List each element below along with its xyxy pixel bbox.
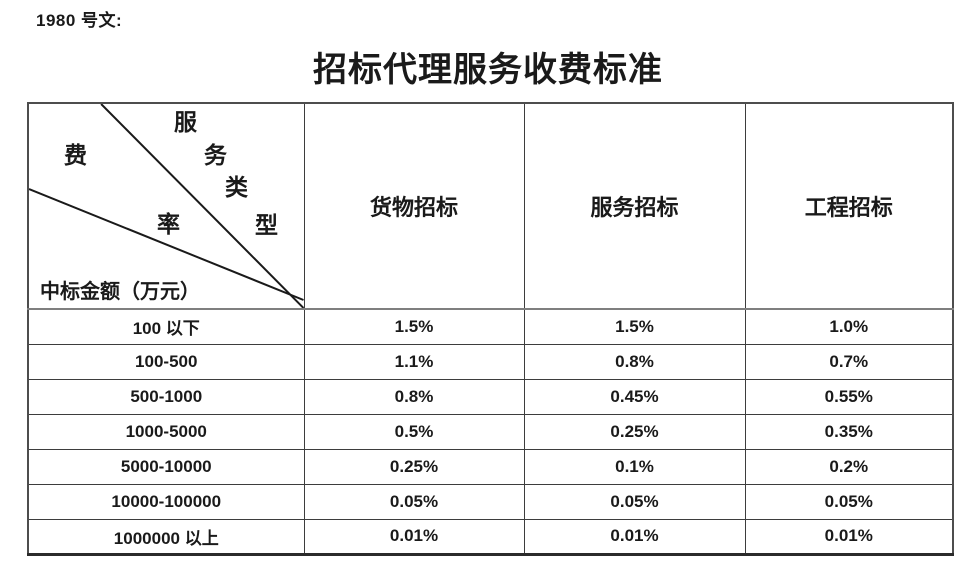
column-header-services: 服务招标: [523, 102, 746, 310]
corner-service-type-char: 类: [225, 175, 248, 200]
column-header-goods: 货物招标: [303, 102, 525, 310]
corner-amount-label: 中标金额（万元）: [40, 281, 200, 303]
column-header-works: 工程招标: [744, 102, 954, 310]
rate-value-cell: 0.8%: [523, 343, 746, 380]
rate-value-cell: 1.0%: [744, 308, 954, 345]
table-row: 100-500 1.1% 0.8% 0.7%: [27, 343, 954, 380]
rate-value-cell: 0.01%: [303, 518, 525, 555]
rate-value-cell: 0.5%: [303, 413, 525, 450]
rate-value-cell: 0.2%: [744, 448, 954, 485]
corner-rate-char: 率: [157, 212, 180, 237]
rate-value-cell: 0.01%: [523, 518, 746, 555]
page-title: 招标代理服务收费标准: [313, 52, 663, 89]
table-row: 100 以下 1.5% 1.5% 1.0%: [27, 308, 954, 345]
amount-range-cell: 100 以下: [27, 308, 305, 345]
amount-range-cell: 100-500: [27, 343, 305, 380]
table-row: 10000-100000 0.05% 0.05% 0.05%: [27, 483, 954, 520]
doc-ref-label: 1980 号文:: [36, 11, 123, 30]
amount-range-cell: 10000-100000: [27, 483, 305, 520]
rate-value-cell: 1.5%: [303, 308, 525, 345]
corner-service-type-char: 服: [174, 110, 197, 135]
rate-value-cell: 0.25%: [523, 413, 746, 450]
amount-range-cell: 5000-10000: [27, 448, 305, 485]
rate-value-cell: 0.45%: [523, 378, 746, 415]
rate-value-cell: 0.1%: [523, 448, 746, 485]
diagonal-header-cell: 服 务 类 型 费 率 中标金额（万元）: [27, 102, 305, 310]
rate-value-cell: 0.25%: [303, 448, 525, 485]
rate-value-cell: 0.05%: [744, 483, 954, 520]
corner-rate-char: 费: [64, 143, 87, 168]
table-row: 5000-10000 0.25% 0.1% 0.2%: [27, 448, 954, 485]
diagonal-divider-lines: [29, 104, 304, 308]
rate-value-cell: 0.7%: [744, 343, 954, 380]
table-row: 1000-5000 0.5% 0.25% 0.35%: [27, 413, 954, 450]
amount-range-cell: 1000000 以上: [27, 518, 305, 555]
rate-value-cell: 1.1%: [303, 343, 525, 380]
rate-value-cell: 0.01%: [744, 518, 954, 555]
fee-table: 服 务 类 型 费 率 中标金额（万元） 货物招标 服务招标 工程招标 100 …: [27, 102, 954, 556]
amount-range-cell: 500-1000: [27, 378, 305, 415]
rate-value-cell: 0.35%: [744, 413, 954, 450]
rate-value-cell: 1.5%: [523, 308, 746, 345]
header-row: 服 务 类 型 费 率 中标金额（万元） 货物招标 服务招标 工程招标: [27, 102, 954, 310]
rate-value-cell: 0.05%: [303, 483, 525, 520]
rate-value-cell: 0.05%: [523, 483, 746, 520]
amount-range-cell: 1000-5000: [27, 413, 305, 450]
rate-value-cell: 0.8%: [303, 378, 525, 415]
corner-service-type-char: 务: [204, 143, 227, 168]
corner-service-type-char: 型: [255, 213, 278, 238]
table-row: 1000000 以上 0.01% 0.01% 0.01%: [27, 518, 954, 555]
rate-value-cell: 0.55%: [744, 378, 954, 415]
table-row: 500-1000 0.8% 0.45% 0.55%: [27, 378, 954, 415]
